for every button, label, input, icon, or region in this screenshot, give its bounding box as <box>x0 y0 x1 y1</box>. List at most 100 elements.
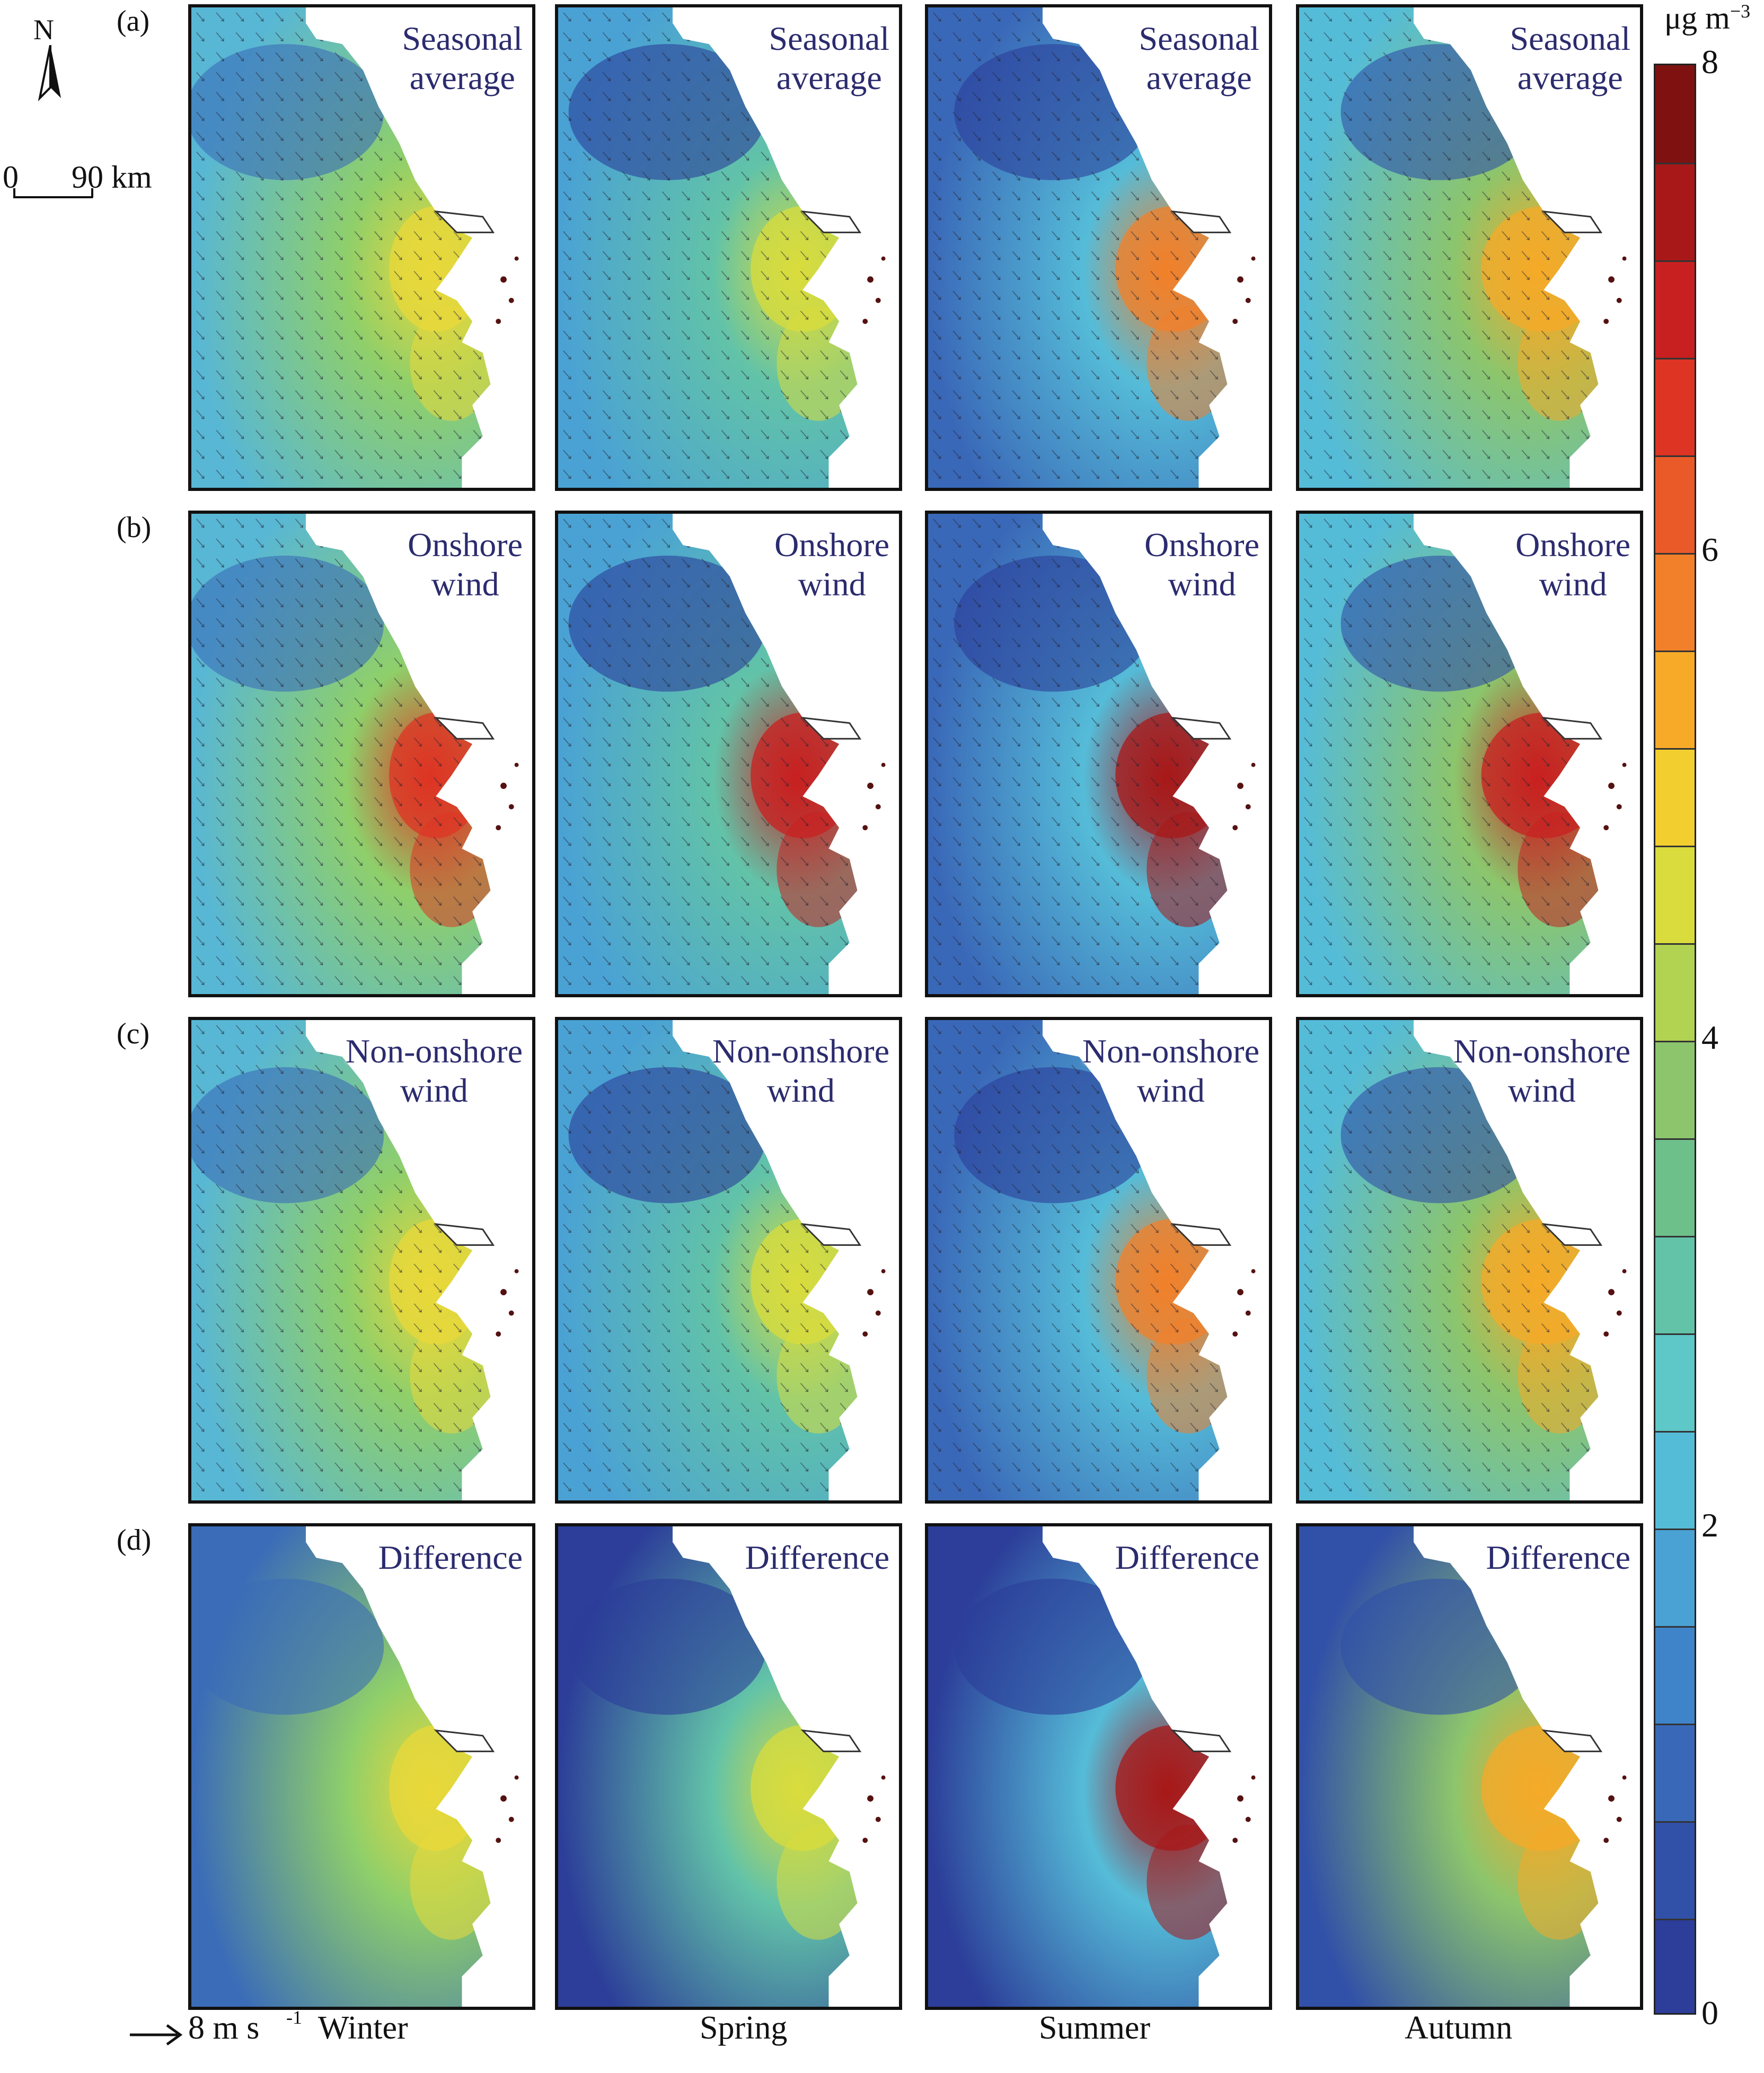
colorbar-unit: μg m−3 <box>1664 1 1751 36</box>
wind-reference: 8 m s -1 <box>127 2007 307 2057</box>
colorbar <box>1654 64 1696 2015</box>
map-panel-c-spring: Non-onshore wind <box>555 1017 902 1504</box>
map-panel-c-summer: Non-onshore wind <box>925 1017 1272 1504</box>
colorbar-segment <box>1655 553 1695 651</box>
map-panel-d-autumn: Difference <box>1296 1523 1643 2010</box>
north-arrow-icon <box>38 45 61 102</box>
colorbar-minor-tick <box>1655 651 1695 652</box>
concentration-map <box>1299 514 1640 994</box>
panel-title: Onshore wind <box>774 525 889 604</box>
panel-title: Non-onshore wind <box>1453 1032 1630 1110</box>
season-label-autumn: Autumn <box>1405 2010 1513 2046</box>
panel-title-line: Non-onshore <box>712 1032 889 1070</box>
colorbar-segment <box>1655 1919 1695 2013</box>
colorbar-segment <box>1655 260 1695 358</box>
panel-title: Difference <box>1115 1538 1259 1577</box>
panel-title-line: average <box>776 59 882 96</box>
panel-title-line: average <box>1146 59 1252 96</box>
concentration-map <box>191 1020 532 1500</box>
north-label: N <box>33 14 54 46</box>
colorbar-minor-tick <box>1655 1236 1695 1237</box>
concentration-map <box>1299 1526 1640 2007</box>
map-panel-d-winter: Difference <box>188 1523 535 2010</box>
colorbar-segment <box>1655 65 1695 163</box>
colorbar-tick-label: 6 <box>1701 531 1718 568</box>
colorbar-minor-tick <box>1655 1333 1695 1335</box>
colorbar-segment <box>1655 651 1695 749</box>
colorbar-minor-tick <box>1655 455 1695 457</box>
panel-title-line: Non-onshore <box>345 1032 523 1070</box>
colorbar-segment <box>1655 1431 1695 1529</box>
colorbar-minor-tick <box>1655 358 1695 359</box>
wind-arrow-icon <box>130 2024 183 2046</box>
scale-bar: 0 90 km <box>3 159 172 212</box>
panel-title-line: Onshore <box>774 526 889 564</box>
colorbar-segment <box>1655 943 1695 1041</box>
wind-reference-exp: -1 <box>286 2007 302 2028</box>
map-panel-a-spring: Seasonal average <box>555 4 902 491</box>
scale-line <box>13 196 93 198</box>
season-label-summer: Summer <box>1039 2010 1151 2046</box>
concentration-map <box>1299 1020 1640 1500</box>
map-panel-a-summer: Seasonal average <box>925 4 1272 491</box>
panel-title-line: Onshore <box>1515 526 1630 564</box>
colorbar-minor-tick <box>1655 1041 1695 1042</box>
colorbar-minor-tick <box>1655 1138 1695 1140</box>
panel-title-line: Seasonal <box>1510 20 1631 57</box>
map-panel-b-winter: Onshore wind <box>188 511 535 997</box>
panel-title-line: Seasonal <box>769 20 890 57</box>
colorbar-segment <box>1655 846 1695 944</box>
colorbar-minor-tick <box>1655 1529 1695 1530</box>
concentration-map <box>191 1526 532 2007</box>
panel-title: Seasonal average <box>1139 19 1260 98</box>
colorbar-minor-tick <box>1655 1821 1695 1823</box>
panel-title-line: wind <box>798 565 866 603</box>
panel-title-line: wind <box>1168 565 1236 603</box>
map-panel-a-winter: Seasonal average <box>188 4 535 491</box>
colorbar-minor-tick <box>1655 260 1695 262</box>
row-label-b: (b) <box>117 511 152 544</box>
panel-title-line: wind <box>431 565 499 603</box>
colorbar-segment <box>1655 1724 1695 1822</box>
concentration-map <box>558 1020 899 1500</box>
map-panel-d-summer: Difference <box>925 1523 1272 2010</box>
concentration-map <box>928 1526 1269 2007</box>
panel-title-line: Difference <box>378 1539 523 1576</box>
scale-distance: 90 km <box>72 160 152 195</box>
panel-title-line: Seasonal <box>402 20 523 57</box>
row-label-c: (c) <box>117 1017 150 1050</box>
colorbar-segment <box>1655 455 1695 554</box>
colorbar-segment <box>1655 358 1695 456</box>
panel-title: Non-onshore wind <box>1082 1032 1259 1110</box>
scale-zero: 0 <box>3 160 19 195</box>
panel-title-line: average <box>409 59 515 96</box>
season-label-spring: Spring <box>700 2010 788 2046</box>
panel-title-line: Non-onshore <box>1082 1032 1259 1070</box>
panel-title: Difference <box>1486 1538 1630 1577</box>
panel-title-line: wind <box>400 1071 468 1109</box>
panel-title: Difference <box>378 1538 523 1577</box>
map-panel-a-autumn: Seasonal average <box>1296 4 1643 491</box>
concentration-map <box>558 1526 899 2007</box>
colorbar-minor-tick <box>1655 943 1695 945</box>
colorbar-minor-tick <box>1655 1724 1695 1725</box>
row-label-a: (a) <box>117 5 150 38</box>
colorbar-segment <box>1655 1333 1695 1431</box>
colorbar-minor-tick <box>1655 1626 1695 1628</box>
colorbar-minor-tick <box>1655 553 1695 555</box>
colorbar-segment <box>1655 163 1695 261</box>
colorbar-minor-tick <box>1655 1431 1695 1433</box>
map-panel-d-spring: Difference <box>555 1523 902 2010</box>
panel-title: Non-onshore wind <box>712 1032 889 1110</box>
colorbar-minor-tick <box>1655 1919 1695 1920</box>
panel-title-line: wind <box>766 1071 835 1109</box>
panel-title: Seasonal average <box>402 19 523 98</box>
season-label-winter: Winter <box>318 2010 408 2046</box>
panel-title-line: average <box>1517 59 1623 96</box>
map-panel-c-autumn: Non-onshore wind <box>1296 1017 1643 1504</box>
colorbar-segment <box>1655 1138 1695 1236</box>
concentration-map <box>1299 7 1640 488</box>
panel-title-line: Onshore <box>408 526 523 564</box>
panel-title: Onshore wind <box>408 525 523 604</box>
colorbar-tick-label: 4 <box>1701 1018 1718 1056</box>
